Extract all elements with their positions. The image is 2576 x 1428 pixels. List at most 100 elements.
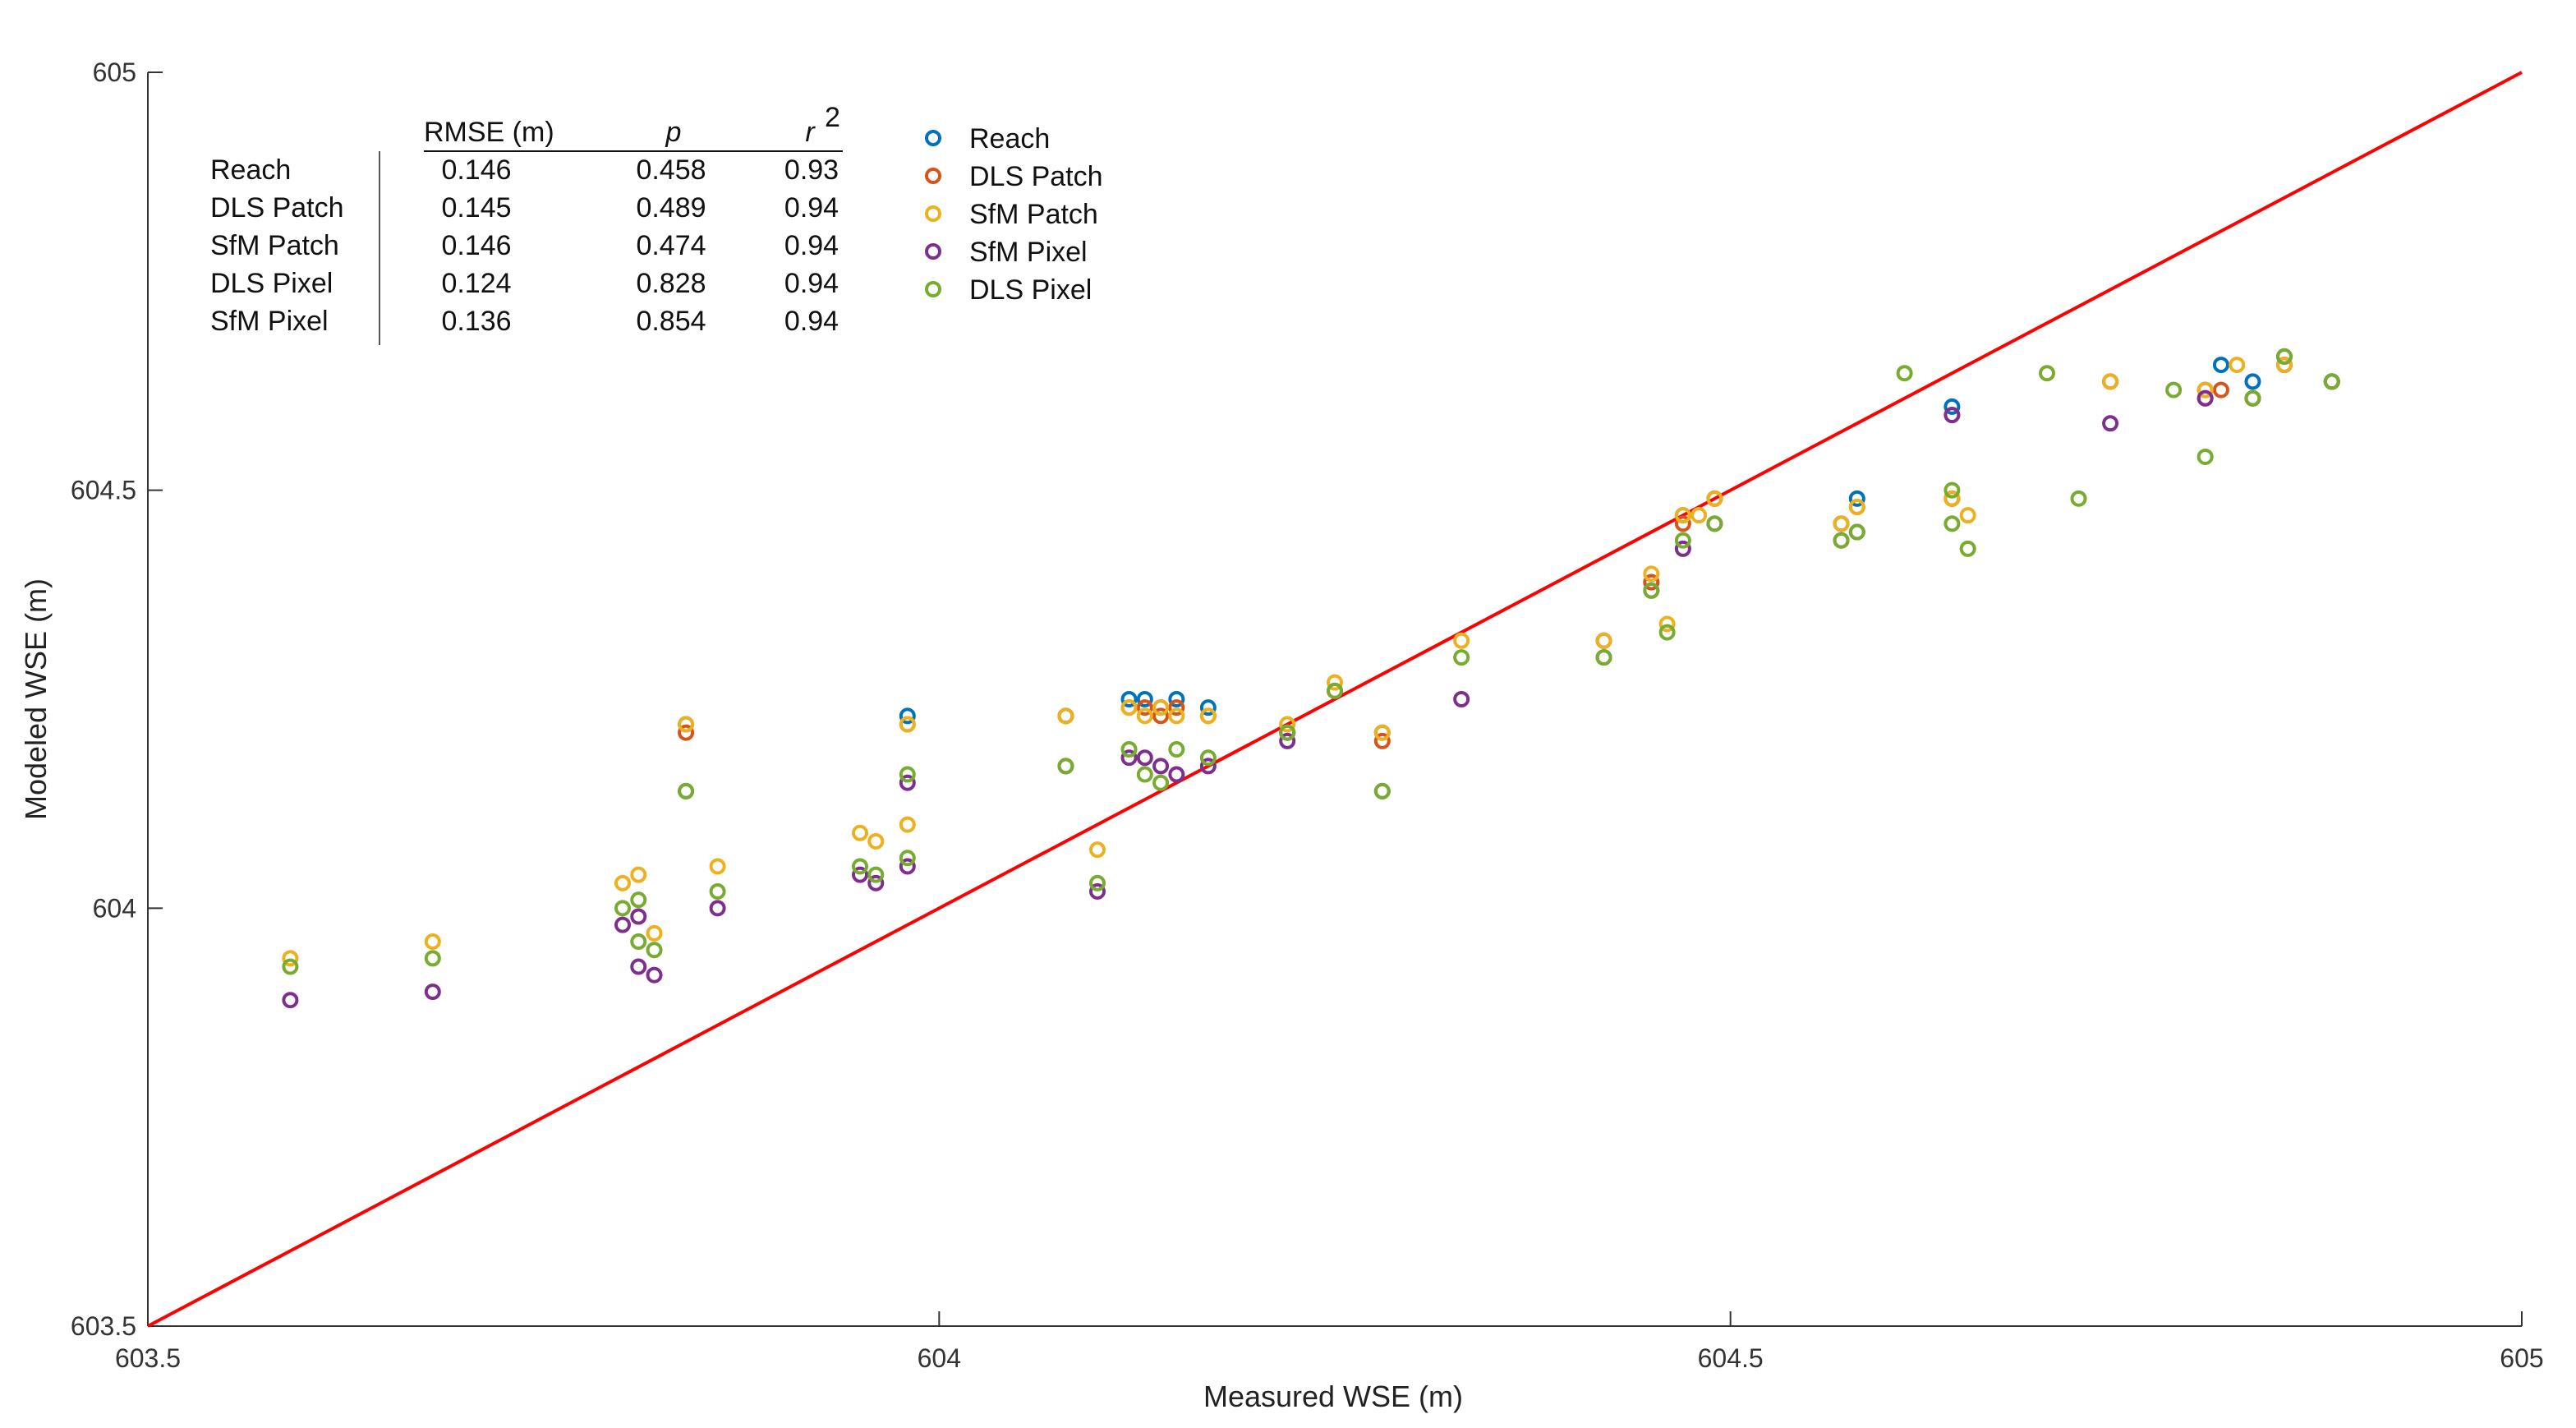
legend: Reach DLS Patch SfM Patch SfM Pixel DLS Pixe… [925, 123, 1103, 306]
data-point [709, 900, 726, 917]
legend-marker [925, 281, 941, 297]
data-point [2039, 365, 2055, 382]
data-point [1373, 724, 1391, 741]
x-tick-label: 603.5 [115, 1343, 181, 1373]
data-point [1089, 841, 1106, 859]
data-point [1658, 615, 1676, 633]
data-point [1199, 758, 1217, 775]
data-point [709, 882, 726, 900]
data-point [282, 958, 299, 975]
data-point [2196, 381, 2214, 398]
data-point [1848, 499, 1865, 516]
data-point [1690, 507, 1708, 524]
data-point [1373, 782, 1391, 799]
stats-row-rmse: 0.136 [441, 306, 511, 337]
data-point [1674, 515, 1691, 532]
data-point [614, 900, 631, 917]
data-point [2102, 415, 2119, 432]
data-point [1152, 699, 1170, 716]
data-point [1120, 699, 1138, 716]
data-point [1136, 707, 1153, 725]
data-point [1453, 632, 1470, 649]
data-point [1057, 707, 1074, 725]
stats-row-r2: 0.94 [784, 230, 839, 261]
data-point [1136, 699, 1153, 716]
data-point [2323, 373, 2340, 390]
data-point [1199, 707, 1217, 725]
data-point [1199, 749, 1217, 767]
series-reach [678, 357, 2340, 741]
series-dls-pixel [282, 348, 2340, 975]
data-point [1453, 649, 1470, 666]
stats-row-p: 0.458 [636, 154, 706, 186]
data-point [1896, 365, 1913, 382]
data-point [2212, 381, 2229, 398]
data-point [1136, 766, 1153, 783]
stats-row-r2: 0.94 [784, 306, 839, 337]
data-point [1168, 691, 1185, 707]
stats-row-p: 0.828 [636, 268, 706, 299]
data-point [1120, 691, 1138, 707]
legend-entry: SfM Pixel [969, 237, 1088, 268]
data-point [1674, 507, 1691, 524]
data-point [852, 858, 868, 875]
data-point [1643, 582, 1660, 599]
data-point [2165, 381, 2183, 398]
data-point [1658, 624, 1676, 641]
data-point [2276, 357, 2293, 374]
data-point [1327, 682, 1343, 699]
data-point [852, 866, 868, 883]
stats-header-rmse: RMSE (m) [424, 117, 554, 148]
stats-row-label: Reach [210, 154, 291, 186]
data-point [282, 950, 299, 967]
data-point [899, 816, 916, 833]
data-point [1168, 741, 1185, 758]
y-axis-label: Modeled WSE (m) [19, 578, 53, 820]
data-point [867, 832, 885, 850]
data-point [1848, 490, 1865, 507]
stats-row-r2: 0.94 [784, 192, 839, 223]
stats-row-rmse: 0.145 [441, 192, 511, 223]
data-point [2196, 389, 2214, 407]
y-tick-label: 605 [93, 58, 136, 87]
x-tick-label: 605 [2500, 1343, 2543, 1373]
reference-line-1-to-1 [147, 71, 2523, 1328]
data-point [614, 916, 631, 933]
reference-line-group [147, 71, 2523, 1328]
data-point [1279, 732, 1296, 749]
data-point [1136, 749, 1153, 767]
stats-header-r: r [805, 117, 816, 148]
data-point [630, 866, 647, 883]
data-point [1057, 758, 1074, 775]
stats-row-p: 0.474 [636, 230, 706, 261]
data-point [1833, 532, 1850, 549]
data-point [678, 716, 695, 733]
x-axis-label: Measured WSE (m) [1203, 1380, 1463, 1413]
data-point [867, 874, 885, 891]
data-point [1168, 766, 1185, 783]
data-point [1944, 481, 1961, 499]
data-point [1706, 490, 1723, 507]
stats-header-superscript: 2 [825, 102, 840, 133]
data-point [1848, 523, 1865, 541]
data-point [424, 983, 441, 1001]
data-point [424, 933, 441, 951]
data-point [1168, 699, 1185, 716]
data-point [282, 992, 299, 1009]
data-point [2229, 357, 2246, 374]
series-sfm-pixel [282, 348, 2340, 1009]
legend-entry: DLS Pixel [969, 274, 1092, 306]
legend-entry: SfM Patch [969, 199, 1098, 230]
data-point [1152, 774, 1170, 791]
data-point [1168, 707, 1185, 725]
data-point [1453, 691, 1470, 707]
data-point [1279, 716, 1296, 733]
stats-row-rmse: 0.146 [441, 154, 511, 186]
data-point [2244, 373, 2261, 390]
data-point [1944, 490, 1961, 507]
data-point [709, 858, 726, 875]
legend-marker [925, 205, 941, 222]
legend-marker [925, 168, 941, 184]
data-point [1152, 758, 1170, 775]
data-point [1674, 540, 1691, 557]
